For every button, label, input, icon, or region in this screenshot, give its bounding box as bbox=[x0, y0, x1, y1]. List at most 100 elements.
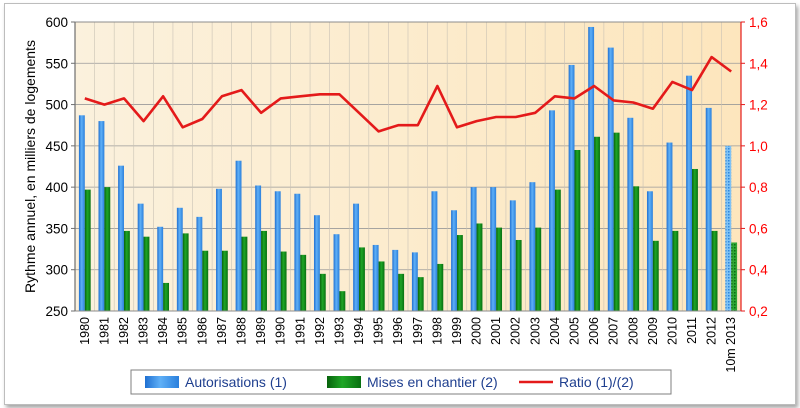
left-tick-label: 550 bbox=[45, 56, 68, 71]
bar-autorisations bbox=[451, 210, 457, 311]
chart-frame: 250 300 350 400 450 500 550 600 0,2 0,4 0,6 0,8 1,0 1… bbox=[4, 3, 796, 405]
bar-mises-en-chantier bbox=[261, 230, 267, 311]
bar-mises-en-chantier bbox=[300, 254, 307, 311]
bar-mises-en-chantier bbox=[613, 132, 620, 311]
x-tick-label: 2003 bbox=[528, 317, 542, 345]
x-tick-label: 10m 2013 bbox=[724, 317, 738, 373]
right-tick-label: 1,2 bbox=[749, 98, 768, 113]
x-tick-label: 1998 bbox=[430, 317, 444, 345]
bar-mises-en-chantier bbox=[437, 263, 444, 311]
left-tick-label: 500 bbox=[45, 98, 68, 113]
x-tick-label: 2011 bbox=[685, 317, 699, 344]
bar-mises-en-chantier bbox=[633, 186, 640, 311]
x-tick-label: 1996 bbox=[391, 317, 405, 345]
x-tick-label: 2009 bbox=[646, 317, 660, 345]
x-tick-label: 1988 bbox=[235, 317, 249, 345]
legend: Autorisations (1) Mises en chantier (2) Ra… bbox=[130, 369, 672, 395]
y-axis-title: Rythme annuel, en milliers de logements bbox=[22, 40, 38, 293]
bar-autorisations bbox=[725, 145, 732, 311]
x-tick-label: 1982 bbox=[117, 317, 131, 345]
bar-mises-en-chantier bbox=[456, 235, 463, 311]
bar-mises-en-chantier bbox=[731, 242, 738, 311]
bar-mises-en-chantier bbox=[339, 291, 346, 311]
bar-mises-en-chantier bbox=[378, 261, 385, 311]
legend-ratio: Ratio (1)/(2) bbox=[559, 374, 634, 390]
ratio-line bbox=[84, 55, 732, 133]
x-tick-label: 1981 bbox=[97, 317, 111, 345]
x-tick-label: 1995 bbox=[372, 317, 386, 345]
bars-group bbox=[78, 26, 738, 312]
bar-autorisations bbox=[294, 193, 301, 311]
x-tick-label: 1984 bbox=[156, 317, 170, 345]
bar-mises-en-chantier bbox=[594, 136, 600, 311]
bar-mises-en-chantier bbox=[359, 247, 365, 311]
left-tick-label: 250 bbox=[45, 304, 68, 319]
legend-swatch-green bbox=[327, 376, 361, 388]
x-tick-label: 1999 bbox=[450, 317, 464, 345]
bar-autorisations bbox=[118, 165, 124, 311]
legend-mises-en-chantier: Mises en chantier (2) bbox=[367, 374, 498, 390]
ratio-line-group bbox=[84, 55, 732, 133]
bar-autorisations bbox=[490, 187, 497, 311]
bar-mises-en-chantier bbox=[280, 251, 287, 311]
bar-autorisations bbox=[157, 226, 164, 311]
bar-autorisations bbox=[627, 117, 634, 311]
x-tick-label: 2005 bbox=[568, 317, 582, 345]
x-tick-label: 1983 bbox=[137, 317, 151, 345]
x-tick-label: 2010 bbox=[665, 317, 679, 345]
bar-autorisations bbox=[568, 64, 575, 312]
bar-autorisations bbox=[235, 160, 242, 311]
x-tick-label: 1985 bbox=[176, 317, 190, 345]
bar-autorisations bbox=[666, 142, 673, 311]
left-tick-label: 400 bbox=[45, 180, 68, 195]
bar-mises-en-chantier bbox=[711, 230, 718, 311]
left-tick-label: 450 bbox=[45, 139, 68, 154]
x-tick-label: 2006 bbox=[587, 317, 601, 345]
bar-autorisations bbox=[431, 191, 438, 311]
right-tick-label: 0,6 bbox=[749, 221, 768, 236]
legend-autorisations: Autorisations (1) bbox=[185, 374, 287, 390]
bar-autorisations bbox=[78, 115, 85, 311]
bar-autorisations bbox=[411, 252, 418, 311]
right-tick-label: 0,8 bbox=[749, 180, 768, 195]
bar-autorisations bbox=[549, 110, 555, 311]
bar-mises-en-chantier bbox=[84, 189, 91, 311]
x-tick-label: 1989 bbox=[254, 317, 268, 345]
bar-mises-en-chantier bbox=[476, 223, 483, 311]
chart: 250 300 350 400 450 500 550 600 0,2 0,4 0,6 0,8 1,0 1… bbox=[22, 15, 768, 395]
bar-autorisations bbox=[196, 216, 203, 311]
x-tick-label: 1980 bbox=[78, 317, 92, 345]
x-tick-label: 1997 bbox=[411, 317, 425, 345]
x-tick-label: 2002 bbox=[509, 317, 523, 345]
bar-autorisations bbox=[274, 191, 281, 311]
bar-autorisations bbox=[392, 249, 399, 311]
bar-autorisations bbox=[353, 203, 360, 311]
x-tick-label: 1990 bbox=[274, 317, 288, 345]
x-tick-label: 1991 bbox=[293, 317, 307, 345]
x-tick-label: 1994 bbox=[352, 317, 366, 345]
bar-mises-en-chantier bbox=[417, 277, 424, 311]
bar-mises-en-chantier bbox=[104, 187, 111, 311]
bar-mises-en-chantier bbox=[535, 227, 542, 311]
bar-mises-en-chantier bbox=[496, 227, 503, 311]
left-tick-label: 350 bbox=[45, 221, 68, 236]
bar-autorisations bbox=[607, 47, 614, 312]
bar-mises-en-chantier bbox=[202, 250, 209, 311]
bar-autorisations bbox=[588, 26, 595, 312]
bar-mises-en-chantier bbox=[692, 168, 698, 311]
x-tick-label: 2012 bbox=[705, 317, 719, 345]
right-tick-label: 1,4 bbox=[749, 56, 768, 71]
bar-mises-en-chantier bbox=[123, 230, 130, 311]
bar-autorisations bbox=[509, 200, 516, 311]
bar-autorisations bbox=[529, 182, 536, 311]
bar-autorisations bbox=[255, 185, 262, 311]
bar-mises-en-chantier bbox=[398, 273, 405, 311]
x-tick-label: 1986 bbox=[195, 317, 209, 345]
bar-autorisations bbox=[470, 187, 477, 311]
bar-autorisations bbox=[176, 207, 183, 311]
right-tick-label: 0,2 bbox=[749, 304, 768, 319]
left-tick-label: 600 bbox=[45, 15, 68, 30]
bar-autorisations bbox=[333, 234, 340, 311]
bar-mises-en-chantier bbox=[221, 250, 228, 311]
legend-box bbox=[130, 369, 672, 395]
